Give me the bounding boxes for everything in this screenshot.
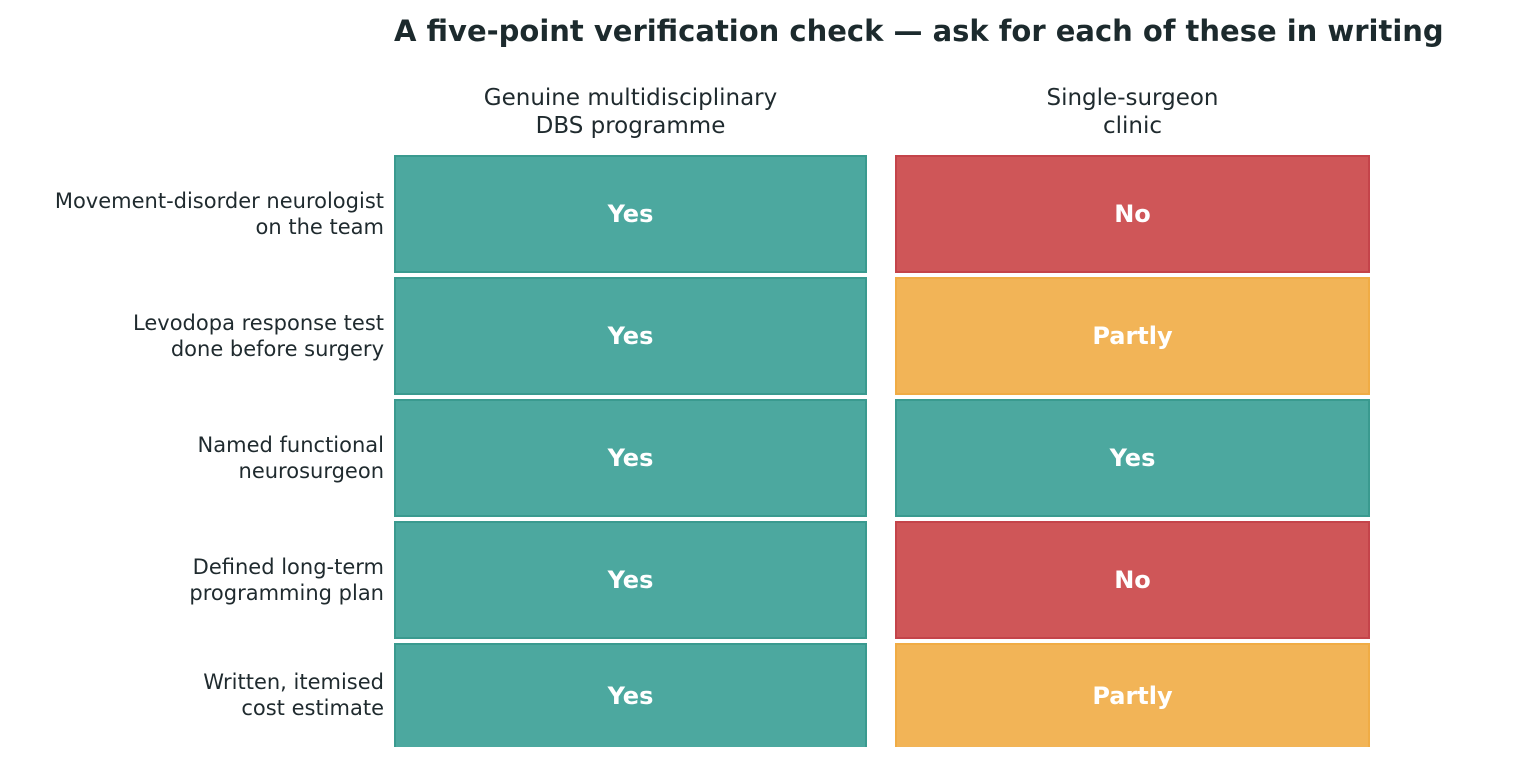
cell-r3-c2: Yes <box>895 399 1370 517</box>
chart-title: A five-point verification check — ask fo… <box>394 14 1444 48</box>
cell-r5-c1: Yes <box>394 643 867 747</box>
cell-r3-c1: Yes <box>394 399 867 517</box>
cell-r2-c1: Yes <box>394 277 867 395</box>
cell-r1-c1: Yes <box>394 155 867 273</box>
cell-r1-c2: No <box>895 155 1370 273</box>
row-label-5: Written, itemised cost estimate <box>203 670 384 720</box>
row-label-3: Named functional neurosurgeon <box>197 433 384 483</box>
row-label-1: Movement-disorder neurologist on the tea… <box>54 189 384 239</box>
row-label-2: Levodopa response test done before surge… <box>133 311 384 361</box>
column-header-1: Genuine multidisciplinary DBS programme <box>483 85 778 139</box>
row-label-4: Defined long-term programming plan <box>189 555 384 605</box>
cell-r4-c2: No <box>895 521 1370 639</box>
column-header-2: Single-surgeon clinic <box>1046 85 1219 139</box>
cell-r2-c2: Partly <box>895 277 1370 395</box>
cell-r5-c2: Partly <box>895 643 1370 747</box>
cell-r4-c1: Yes <box>394 521 867 639</box>
